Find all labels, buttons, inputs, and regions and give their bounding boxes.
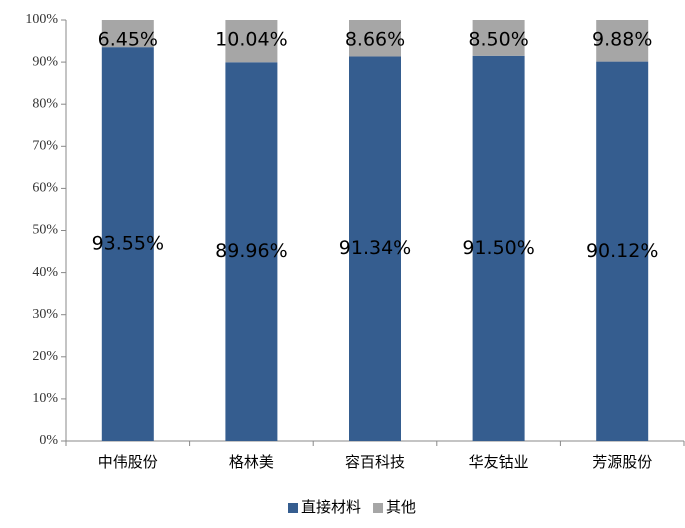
y-tick-label: 10%	[32, 391, 58, 406]
y-tick-label: 20%	[32, 349, 58, 364]
legend-label: 其他	[386, 499, 416, 516]
bar-segment	[101, 20, 154, 48]
value-label: 90.12%	[586, 240, 658, 262]
value-label: 9.88%	[592, 29, 652, 51]
x-tick-label: 华友钴业	[469, 454, 529, 471]
legend-label: 直接材料	[301, 499, 361, 516]
y-tick-label: 70%	[32, 139, 58, 154]
value-label: 8.50%	[468, 29, 528, 51]
y-tick-label: 0%	[39, 433, 58, 448]
x-tick-label: 芳源股份	[592, 454, 652, 471]
value-label: 91.50%	[462, 237, 534, 259]
y-tick-label: 90%	[32, 54, 58, 69]
bar-segment	[225, 20, 278, 63]
bar-segment	[225, 62, 278, 441]
y-tick-label: 60%	[32, 181, 58, 196]
bar-segment	[349, 56, 401, 442]
value-label: 89.96%	[215, 240, 287, 262]
value-label: 8.66%	[345, 29, 405, 51]
y-tick-label: 40%	[32, 265, 58, 280]
bar-segment	[596, 61, 649, 442]
value-label: 93.55%	[92, 233, 164, 255]
x-tick-label: 中伟股份	[98, 454, 158, 471]
value-label: 10.04%	[215, 29, 287, 51]
bar-segment	[349, 20, 401, 57]
y-tick-label: 30%	[32, 307, 58, 322]
value-label: 6.45%	[98, 29, 158, 51]
y-tick-label: 100%	[25, 12, 58, 27]
x-tick-label: 容百科技	[345, 454, 405, 471]
y-tick-label: 80%	[32, 96, 58, 111]
bar-segment	[472, 55, 525, 441]
legend-swatch	[373, 503, 384, 513]
x-tick-label: 格林美	[229, 454, 274, 471]
bar-segment	[596, 20, 649, 62]
y-tick-label: 50%	[32, 223, 58, 238]
legend-swatch	[288, 503, 298, 513]
bar-segment	[101, 47, 154, 441]
value-label: 91.34%	[339, 237, 411, 259]
bar-segment	[472, 20, 525, 56]
